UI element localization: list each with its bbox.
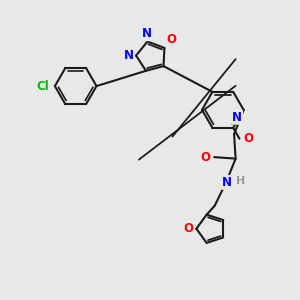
Text: N: N [232,111,242,124]
Text: O: O [201,151,211,164]
Text: N: N [142,27,152,40]
Text: O: O [183,222,194,235]
Text: O: O [243,132,253,145]
Text: Cl: Cl [37,80,50,93]
Text: N: N [124,49,134,62]
Text: H: H [236,176,246,186]
Text: N: N [222,176,232,189]
Text: O: O [167,33,177,46]
